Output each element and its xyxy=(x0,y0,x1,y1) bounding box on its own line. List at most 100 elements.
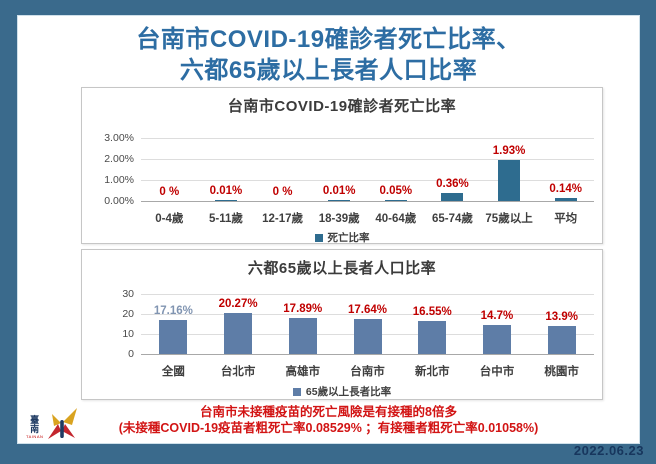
bar-column: 17.89% xyxy=(270,294,335,354)
bar-column: 0.01% xyxy=(198,138,255,201)
category-label: 全國 xyxy=(161,366,185,378)
logo-cn-bottom: 南 xyxy=(30,424,40,434)
data-label: 14.7% xyxy=(480,309,514,322)
bar-column: 0 % xyxy=(141,138,198,201)
page-title-line2: 六都65歲以上長者人口比率 xyxy=(179,56,478,84)
footnote-line2: (未接種COVID-19疫苗者粗死亡率0.08529% ；有接種者粗死亡率0.0… xyxy=(118,420,539,435)
legend-swatch-icon xyxy=(314,233,323,242)
data-label: 0.14% xyxy=(549,183,582,196)
category-label: 12-17歲 xyxy=(262,213,304,225)
y-axis-tick-label: 1.00% xyxy=(104,174,134,186)
data-label: 0 % xyxy=(159,186,180,198)
gridline xyxy=(141,313,594,315)
x-axis-category-row: 全國 台北市 高雄市 台南市 新北市 台中市 桃園市 xyxy=(141,363,594,379)
bar-column: 0.01% xyxy=(311,138,368,201)
category-label: 台中市 xyxy=(479,366,515,378)
category-label: 18-39歲 xyxy=(318,213,360,225)
bar-column: 17.64% xyxy=(335,294,400,354)
data-label: 1.93% xyxy=(492,145,526,158)
content-card: 台南市COVID-19確診者死亡比率、 六都65歲以上長者人口比率 台南市COV… xyxy=(17,15,640,444)
butterfly-icon xyxy=(44,406,80,449)
bar-column: 0.36% xyxy=(424,138,481,201)
footnote-line1: 台南市未接種疫苗的死亡風險是有接種的8倍多 xyxy=(200,405,457,419)
x-axis-category-row: 0-4歲 5-11歲 12-17歲 18-39歲 40-64歲 65-74歲 75歲以上 平均 xyxy=(141,210,594,226)
vaccination-risk-footnote: 台南市未接種疫苗的死亡風險是有接種的8倍多 (未接種COVID-19疫苗者粗死亡… xyxy=(18,405,639,436)
bar xyxy=(498,160,521,201)
bar-column: 17.16% xyxy=(141,294,206,354)
bar xyxy=(328,200,351,201)
bar-column: 16.55% xyxy=(400,294,465,354)
category-label: 台南市 xyxy=(350,366,385,378)
bar xyxy=(384,199,407,201)
bar xyxy=(224,313,253,354)
data-label: 0 % xyxy=(272,186,293,198)
category-label: 高雄市 xyxy=(285,366,321,378)
bar xyxy=(353,318,382,354)
y-axis-tick-label: 0 xyxy=(128,348,134,360)
y-axis-tick-label: 0.00% xyxy=(104,195,134,207)
logo-en-label: TAINAN xyxy=(26,434,44,440)
page-title-line1: 台南市COVID-19確診者死亡比率、 xyxy=(136,26,521,53)
y-axis-tick-label: 2.00% xyxy=(104,153,134,165)
legend-swatch-icon xyxy=(292,387,301,396)
gridline xyxy=(141,180,594,181)
bar-column: 0 % xyxy=(254,138,311,201)
death-rate-chart-panel: 台南市COVID-19確診者死亡比率 3.00% 2.00% 1.00% 0.00% 0… xyxy=(81,87,603,244)
bar-column: 20.27% xyxy=(206,294,271,354)
data-label: 13.9% xyxy=(545,311,578,324)
page-title: 台南市COVID-19確診者死亡比率、 六都65歲以上長者人口比率 xyxy=(18,25,639,86)
chart-plot-area: 3.00% 2.00% 1.00% 0.00% 0 % 0.01% 0 % 0.01% 0.05… xyxy=(104,132,594,207)
y-axis-tick-label: 30 xyxy=(122,288,134,300)
category-label: 65-74歲 xyxy=(431,213,473,225)
category-label: 75歲以上 xyxy=(485,213,533,225)
category-label: 桃園市 xyxy=(544,366,579,378)
bar xyxy=(547,326,576,354)
gridline xyxy=(141,138,594,139)
chart-legend: 死亡比率 xyxy=(82,230,602,245)
logo-text: 臺 南 TAINAN xyxy=(26,414,44,440)
x-axis-baseline xyxy=(141,201,594,202)
bar-column: 14.7% xyxy=(465,294,530,354)
data-label: 20.27% xyxy=(218,298,258,311)
bar-columns: 17.16% 20.27% 17.89% 17.64% 16.55% 14.7% 13.9% xyxy=(141,294,594,354)
publication-date: 2022.06.23 xyxy=(573,443,644,458)
bar-column: 1.93% xyxy=(481,138,538,201)
bar xyxy=(418,320,447,354)
chart-title: 台南市COVID-19確診者死亡比率 xyxy=(227,98,457,115)
y-axis-tick-label: 10 xyxy=(122,327,134,340)
category-label: 0-4歲 xyxy=(155,213,184,225)
bar-column: 13.9% xyxy=(529,294,594,354)
legend-label: 死亡比率 xyxy=(327,232,370,244)
data-label: 0.01% xyxy=(209,185,243,197)
bar xyxy=(159,319,188,354)
category-label: 台北市 xyxy=(220,366,256,378)
bar xyxy=(482,324,511,354)
gridline xyxy=(141,159,594,160)
category-label: 40-64歲 xyxy=(375,213,417,225)
gridline xyxy=(141,294,594,295)
bar xyxy=(214,200,237,201)
bar-columns: 0 % 0.01% 0 % 0.01% 0.05% 0.36% 1.93% 0.14% xyxy=(141,138,594,201)
y-axis-tick-label: 20 xyxy=(122,307,134,320)
bar-column: 0.14% xyxy=(537,138,594,201)
data-label: 17.16% xyxy=(153,304,193,317)
bar xyxy=(288,318,317,354)
data-label: 0.36% xyxy=(436,178,469,191)
elderly-ratio-chart-panel: 六都65歲以上長者人口比率 30 20 10 0 17.16% 20.27% 17.89% 1… xyxy=(81,249,603,400)
chart-title: 六都65歲以上長者人口比率 xyxy=(247,260,437,277)
data-label: 16.55% xyxy=(412,305,452,318)
data-label: 0.05% xyxy=(379,184,413,197)
bar xyxy=(554,198,577,201)
data-label: 17.89% xyxy=(283,303,323,316)
chart-legend: 65歲以上長者比率 xyxy=(82,384,602,399)
data-label: 17.64% xyxy=(348,303,388,316)
category-label: 5-11歲 xyxy=(208,213,243,225)
bar-column: 0.05% xyxy=(368,138,425,201)
tainan-city-logo: 臺 南 TAINAN xyxy=(26,406,80,449)
bar xyxy=(441,193,464,201)
chart-plot-area: 30 20 10 0 17.16% 20.27% 17.89% 17.64% 16.55% 14.… xyxy=(122,288,594,360)
category-label: 平均 xyxy=(554,213,578,225)
logo-cn-top: 臺 xyxy=(30,414,40,425)
data-label: 0.01% xyxy=(322,185,356,197)
